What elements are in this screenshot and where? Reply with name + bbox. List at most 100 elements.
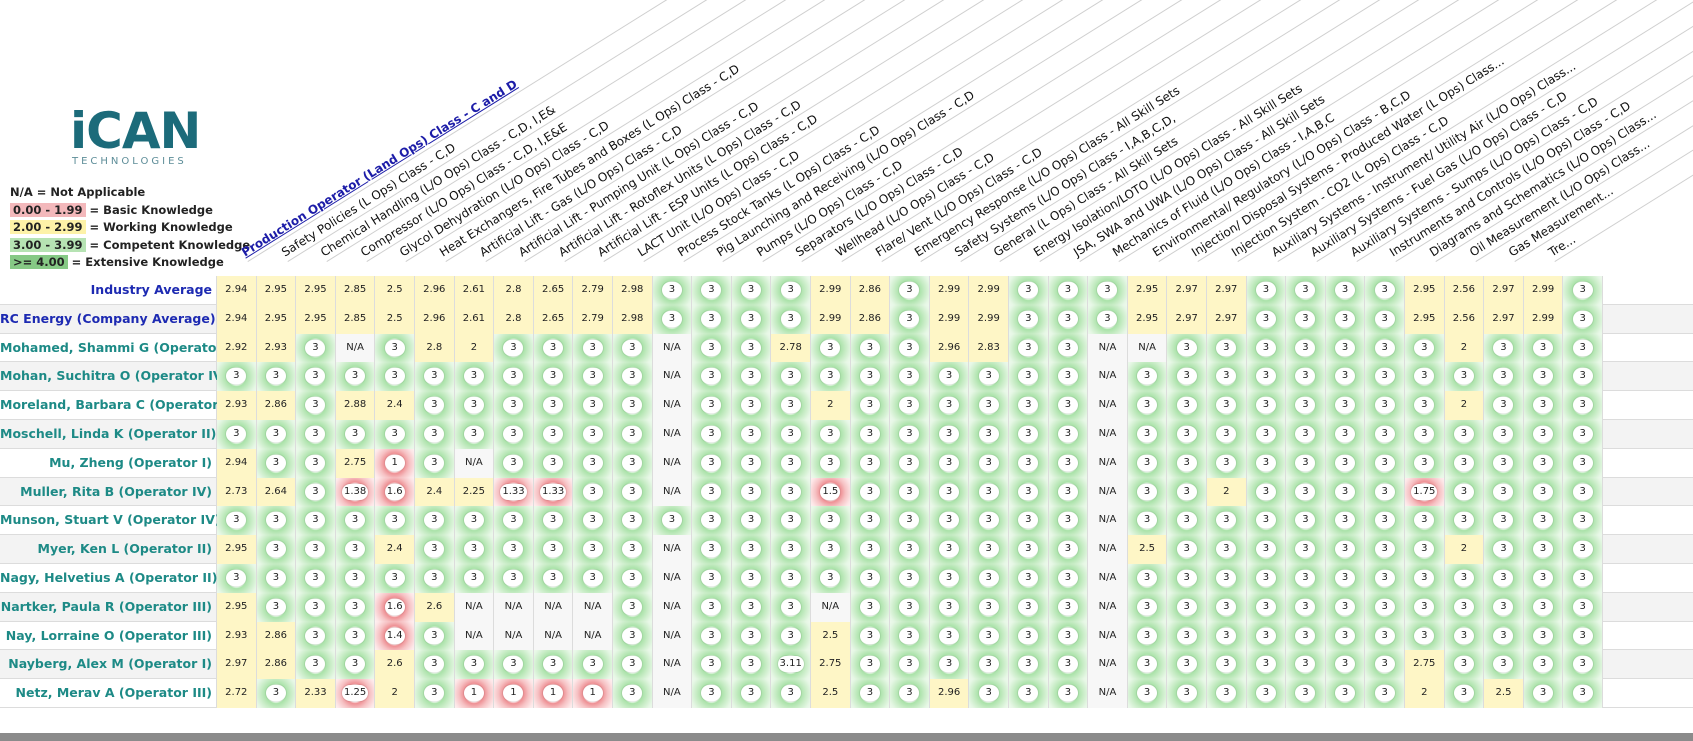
score-cell[interactable]: 3 (731, 564, 772, 593)
score-cell[interactable]: 3 (454, 564, 495, 593)
score-cell[interactable]: 3 (494, 650, 534, 680)
score-cell[interactable]: 3 (1048, 391, 1089, 420)
score-cell[interactable]: 3 (1365, 535, 1405, 564)
employee-name[interactable]: Moschell, Linda K (Operator II) (0, 420, 217, 449)
score-cell[interactable]: N/A (652, 650, 693, 680)
score-cell[interactable]: 2 (454, 333, 495, 363)
score-cell[interactable]: 3 (969, 564, 1009, 593)
score-cell[interactable]: 3 (969, 448, 1009, 478)
score-cell[interactable]: 1 (573, 679, 613, 708)
score-cell[interactable]: N/A (652, 362, 693, 392)
score-cell[interactable]: 2.99 (811, 276, 851, 305)
score-cell[interactable]: 3 (1246, 304, 1287, 334)
score-cell[interactable]: 2.79 (573, 276, 613, 305)
score-cell[interactable]: 3 (1523, 679, 1564, 708)
score-cell[interactable]: 3 (296, 592, 336, 622)
score-cell[interactable]: 3 (850, 564, 891, 593)
score-cell[interactable]: 2.75 (335, 448, 376, 478)
score-cell[interactable]: 2.5 (1127, 535, 1168, 564)
employee-row[interactable]: Munson, Stuart V (Operator IV) 3 3 3 3 3 3 3 3 3 3… (0, 506, 1693, 536)
employee-name[interactable]: Myer, Ken L (Operator II) (0, 535, 217, 564)
score-cell[interactable]: 3 (573, 535, 613, 564)
score-cell[interactable]: 3 (1009, 506, 1049, 536)
score-cell[interactable]: 3 (256, 448, 297, 478)
score-cell[interactable]: 3 (692, 448, 732, 478)
score-cell[interactable]: 3 (890, 448, 930, 478)
score-cell[interactable]: N/A (1088, 679, 1128, 708)
score-cell[interactable]: 3 (890, 506, 930, 536)
score-cell[interactable]: 1.4 (375, 621, 415, 651)
score-cell[interactable]: 1.38 (335, 477, 376, 507)
score-cell[interactable]: 3 (573, 362, 613, 392)
score-cell[interactable]: 2.8 (415, 333, 455, 363)
score-cell[interactable]: 3 (1167, 391, 1207, 420)
score-cell[interactable]: 3 (771, 362, 811, 392)
score-cell[interactable]: 3 (335, 564, 376, 593)
score-cell[interactable]: 3 (771, 535, 811, 564)
score-cell[interactable]: 3 (1127, 506, 1168, 536)
score-cell[interactable]: 3 (296, 650, 336, 680)
score-cell[interactable]: 3 (1365, 650, 1405, 680)
score-cell[interactable]: 3 (573, 333, 613, 363)
score-cell[interactable]: 3 (613, 650, 653, 680)
score-cell[interactable]: 3 (929, 506, 970, 536)
score-cell[interactable]: 2.95 (1405, 276, 1445, 305)
score-cell[interactable]: 3 (771, 448, 811, 478)
score-cell[interactable]: 3 (1563, 592, 1603, 622)
score-cell[interactable]: 3 (1167, 679, 1207, 708)
score-cell[interactable]: 2.56 (1444, 276, 1485, 305)
score-cell[interactable]: 3 (1563, 477, 1603, 507)
score-cell[interactable]: 3 (256, 535, 297, 564)
score-cell[interactable]: 2.96 (929, 333, 970, 363)
score-cell[interactable]: 3 (1365, 679, 1405, 708)
score-cell[interactable]: 3 (692, 621, 732, 651)
score-cell[interactable]: 3 (969, 535, 1009, 564)
score-cell[interactable]: 3 (1009, 679, 1049, 708)
score-cell[interactable]: 2.5 (375, 276, 415, 305)
score-cell[interactable]: 3 (771, 391, 811, 420)
score-cell[interactable]: 3 (613, 333, 653, 363)
employee-row[interactable]: Mu, Zheng (Operator I) 2.94 3 3 2.75 1 3 N/A 3 3 3… (0, 448, 1693, 478)
score-cell[interactable]: 3 (1405, 448, 1445, 478)
score-cell[interactable]: 2.95 (296, 276, 336, 305)
average-label[interactable]: Industry Average (0, 276, 217, 305)
score-cell[interactable]: 2.99 (1523, 304, 1564, 334)
score-cell[interactable]: 3 (415, 621, 455, 651)
score-cell[interactable]: 3 (850, 477, 891, 507)
score-cell[interactable]: 3 (1167, 564, 1207, 593)
score-cell[interactable]: N/A (454, 592, 495, 622)
score-cell[interactable]: 3 (1325, 304, 1366, 334)
score-cell[interactable]: 3 (890, 592, 930, 622)
score-cell[interactable]: N/A (652, 564, 693, 593)
score-cell[interactable]: 2.5 (811, 621, 851, 651)
score-cell[interactable]: 3 (1365, 592, 1405, 622)
score-cell[interactable]: 3 (731, 362, 772, 392)
score-cell[interactable]: 3 (929, 592, 970, 622)
score-cell[interactable]: 3 (811, 362, 851, 392)
score-cell[interactable]: 2.88 (335, 391, 376, 420)
score-cell[interactable]: N/A (533, 621, 574, 651)
score-cell[interactable]: 3 (1563, 650, 1603, 680)
score-cell[interactable]: 3 (850, 535, 891, 564)
score-cell[interactable]: 3 (692, 420, 732, 449)
score-cell[interactable]: 3 (256, 420, 297, 449)
score-cell[interactable]: 3 (929, 420, 970, 449)
score-cell[interactable]: 3 (1325, 362, 1366, 392)
score-cell[interactable]: N/A (494, 592, 534, 622)
score-cell[interactable]: 3 (494, 420, 534, 449)
score-cell[interactable]: 3 (811, 564, 851, 593)
score-cell[interactable]: 3 (1246, 535, 1287, 564)
score-cell[interactable]: 3 (454, 362, 495, 392)
score-cell[interactable]: 3 (1207, 333, 1247, 363)
score-cell[interactable]: 3 (1207, 621, 1247, 651)
score-cell[interactable]: 2.95 (1127, 304, 1168, 334)
score-cell[interactable]: 3 (1523, 564, 1564, 593)
score-cell[interactable]: 3 (375, 564, 415, 593)
score-cell[interactable]: 3 (415, 448, 455, 478)
score-cell[interactable]: 3 (1246, 650, 1287, 680)
score-cell[interactable]: 2.64 (256, 477, 297, 507)
score-cell[interactable]: 3 (1246, 477, 1287, 507)
score-cell[interactable]: 3 (731, 506, 772, 536)
score-cell[interactable]: 3 (1484, 592, 1524, 622)
score-cell[interactable]: 2.83 (969, 333, 1009, 363)
